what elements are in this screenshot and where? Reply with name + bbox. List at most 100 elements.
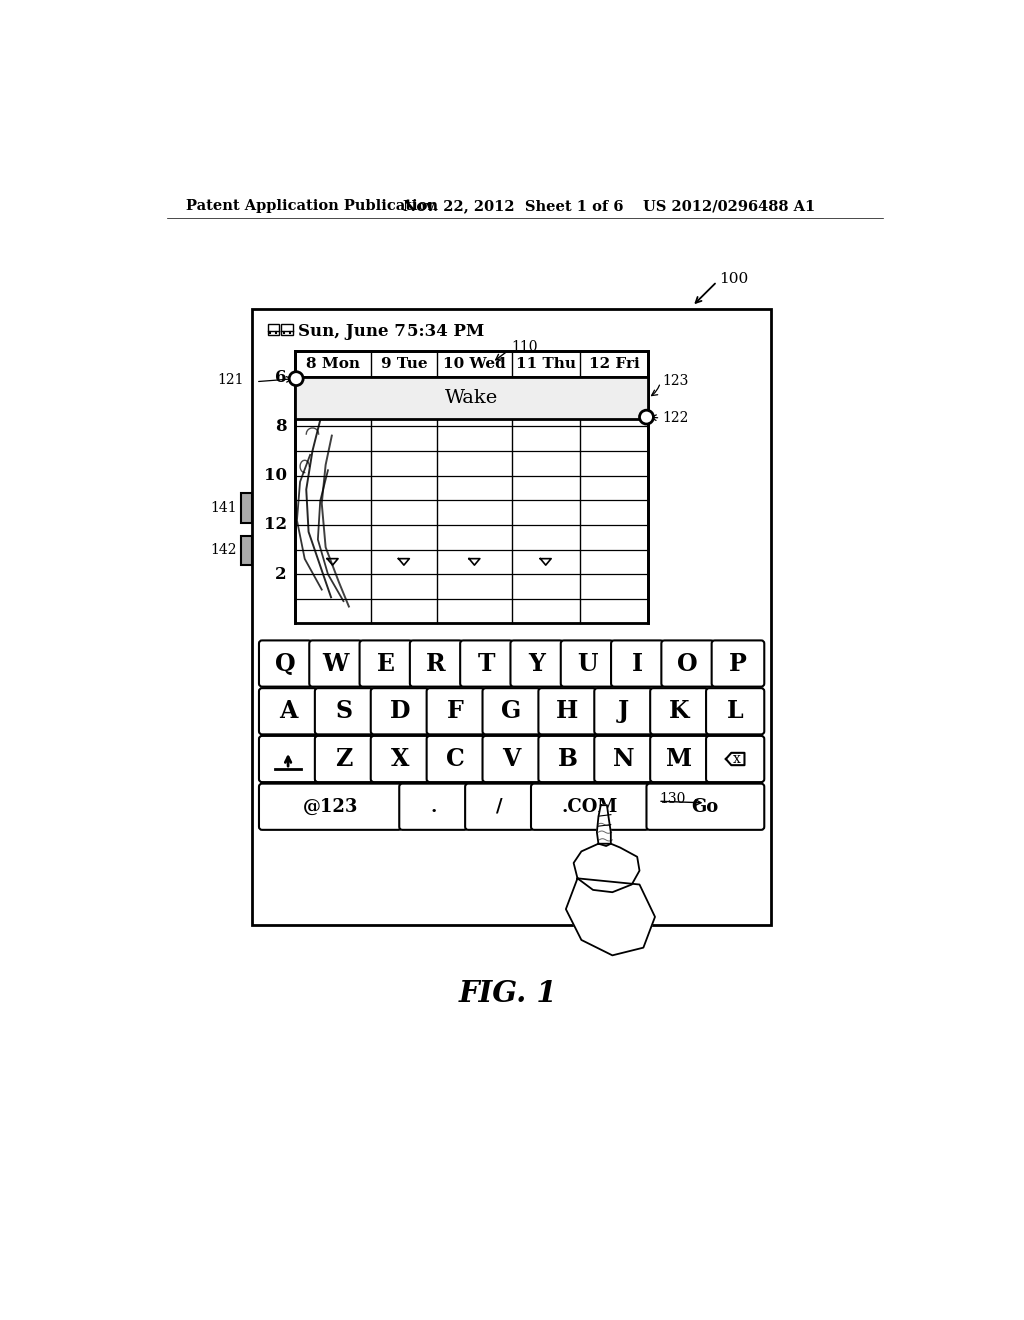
Text: 2: 2 — [275, 566, 287, 582]
Text: I: I — [632, 652, 643, 676]
FancyBboxPatch shape — [259, 737, 317, 781]
Bar — [282, 323, 293, 335]
Text: K: K — [669, 700, 689, 723]
Text: 8 Mon: 8 Mon — [305, 356, 359, 371]
Text: Z: Z — [335, 747, 352, 771]
FancyBboxPatch shape — [510, 640, 563, 686]
FancyBboxPatch shape — [646, 784, 764, 830]
FancyBboxPatch shape — [712, 640, 764, 686]
FancyBboxPatch shape — [371, 688, 429, 734]
Polygon shape — [573, 843, 640, 892]
Text: 12 Fri: 12 Fri — [589, 356, 639, 371]
FancyBboxPatch shape — [259, 688, 317, 734]
FancyBboxPatch shape — [259, 784, 401, 830]
FancyBboxPatch shape — [465, 784, 534, 830]
Text: G: G — [502, 700, 522, 723]
Text: 9 Tue: 9 Tue — [381, 356, 427, 371]
Text: x: x — [733, 752, 740, 766]
Circle shape — [289, 372, 303, 385]
Bar — [252, 309, 771, 924]
FancyBboxPatch shape — [359, 640, 413, 686]
Text: O: O — [677, 652, 698, 676]
FancyBboxPatch shape — [707, 688, 764, 734]
Text: Sun, June 7: Sun, June 7 — [299, 323, 407, 341]
Text: 123: 123 — [662, 374, 688, 388]
Text: W: W — [323, 652, 349, 676]
FancyBboxPatch shape — [594, 737, 652, 781]
Text: Nov. 22, 2012  Sheet 1 of 6: Nov. 22, 2012 Sheet 1 of 6 — [403, 199, 624, 213]
Text: 121: 121 — [218, 374, 245, 387]
Text: Patent Application Publication: Patent Application Publication — [186, 199, 438, 213]
Text: A: A — [279, 700, 297, 723]
Text: Go: Go — [692, 797, 719, 816]
Text: P: P — [729, 652, 746, 676]
FancyBboxPatch shape — [399, 784, 467, 830]
Text: X: X — [390, 747, 410, 771]
Text: 130: 130 — [659, 792, 686, 807]
FancyBboxPatch shape — [410, 640, 463, 686]
Text: .: . — [430, 797, 436, 816]
FancyBboxPatch shape — [314, 737, 373, 781]
Text: 11 Thu: 11 Thu — [516, 356, 575, 371]
Text: J: J — [617, 700, 629, 723]
Text: 141: 141 — [210, 502, 237, 515]
Text: 12: 12 — [264, 516, 287, 533]
Text: 8: 8 — [275, 418, 287, 434]
Text: US 2012/0296488 A1: US 2012/0296488 A1 — [643, 199, 816, 213]
FancyBboxPatch shape — [707, 737, 764, 781]
FancyBboxPatch shape — [460, 640, 513, 686]
Bar — [267, 323, 280, 335]
FancyBboxPatch shape — [539, 688, 597, 734]
Text: F: F — [447, 700, 464, 723]
Text: M: M — [667, 747, 692, 771]
FancyBboxPatch shape — [650, 737, 709, 781]
Text: L: L — [727, 700, 743, 723]
Text: Q: Q — [275, 652, 296, 676]
Text: N: N — [612, 747, 634, 771]
Polygon shape — [597, 805, 611, 846]
Text: FIG. 1: FIG. 1 — [459, 979, 557, 1008]
Text: Wake: Wake — [444, 389, 498, 407]
FancyBboxPatch shape — [561, 640, 613, 686]
FancyBboxPatch shape — [427, 737, 484, 781]
Text: U: U — [577, 652, 597, 676]
Bar — [295, 351, 648, 623]
Text: 122: 122 — [662, 411, 688, 425]
FancyBboxPatch shape — [371, 737, 429, 781]
Text: @123: @123 — [302, 797, 358, 816]
Text: /: / — [496, 797, 503, 816]
Text: 100: 100 — [719, 272, 749, 286]
Text: 6: 6 — [275, 368, 287, 385]
Text: C: C — [446, 747, 465, 771]
Text: T: T — [478, 652, 496, 676]
Text: Y: Y — [528, 652, 545, 676]
Bar — [295, 351, 648, 378]
Text: 10: 10 — [264, 467, 287, 484]
FancyBboxPatch shape — [611, 640, 664, 686]
FancyBboxPatch shape — [482, 688, 541, 734]
Bar — [295, 378, 648, 418]
Text: E: E — [377, 652, 395, 676]
Text: V: V — [503, 747, 521, 771]
Text: S: S — [336, 700, 352, 723]
FancyBboxPatch shape — [594, 688, 652, 734]
Text: 10 Wed: 10 Wed — [443, 356, 506, 371]
Text: H: H — [556, 700, 579, 723]
Circle shape — [640, 411, 653, 424]
Polygon shape — [566, 878, 655, 956]
FancyBboxPatch shape — [539, 737, 597, 781]
FancyBboxPatch shape — [482, 737, 541, 781]
Text: .COM: .COM — [562, 797, 618, 816]
Text: 142: 142 — [210, 544, 237, 557]
Text: R: R — [426, 652, 446, 676]
Text: 110: 110 — [512, 341, 539, 354]
Bar — [241, 494, 252, 523]
FancyBboxPatch shape — [314, 688, 373, 734]
FancyBboxPatch shape — [662, 640, 714, 686]
FancyBboxPatch shape — [531, 784, 649, 830]
Text: 5:34 PM: 5:34 PM — [407, 323, 484, 341]
FancyBboxPatch shape — [650, 688, 709, 734]
FancyBboxPatch shape — [427, 688, 484, 734]
FancyBboxPatch shape — [309, 640, 361, 686]
Text: B: B — [558, 747, 578, 771]
